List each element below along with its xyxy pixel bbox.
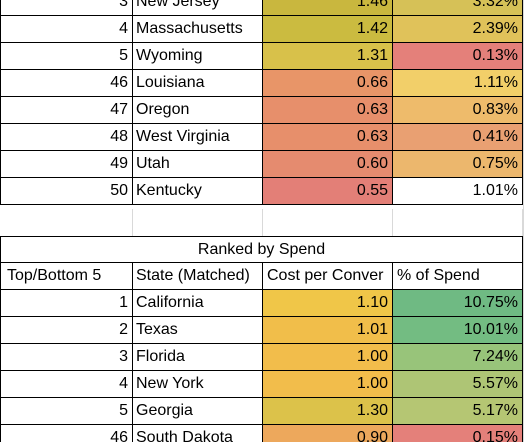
- pct-cell[interactable]: 5.17%: [393, 398, 523, 425]
- blank-cell[interactable]: [393, 209, 523, 236]
- header-state[interactable]: State (Matched): [133, 263, 263, 290]
- state-cell[interactable]: Utah: [133, 151, 263, 178]
- pct-cell[interactable]: 1.11%: [393, 70, 523, 97]
- state-cell[interactable]: Georgia: [133, 398, 263, 425]
- pct-cell[interactable]: 5.57%: [393, 371, 523, 398]
- cost-cell[interactable]: 0.55: [263, 178, 393, 205]
- table-row: 47 Oregon 0.63 0.83%: [0, 97, 530, 124]
- rank-cell[interactable]: 49: [0, 151, 133, 178]
- blank-cell[interactable]: [133, 209, 263, 236]
- state-cell[interactable]: Kentucky: [133, 178, 263, 205]
- rank-cell[interactable]: 4: [0, 16, 133, 43]
- rank-cell[interactable]: 50: [0, 178, 133, 205]
- state-cell[interactable]: California: [133, 290, 263, 317]
- state-cell[interactable]: New Jersey: [133, 0, 263, 16]
- table-row: 3 New Jersey 1.46 3.32%: [0, 0, 530, 16]
- pct-cell[interactable]: 0.75%: [393, 151, 523, 178]
- grid-line: [523, 0, 524, 442]
- table-row: 2 Texas 1.01 10.01%: [0, 317, 530, 344]
- rank-cell[interactable]: 5: [0, 398, 133, 425]
- pct-cell[interactable]: 10.01%: [393, 317, 523, 344]
- table-row: 3 Florida 1.00 7.24%: [0, 344, 530, 371]
- table-row: 4 Massachusetts 1.42 2.39%: [0, 16, 530, 43]
- table-row: 1 California 1.10 10.75%: [0, 290, 530, 317]
- pct-cell[interactable]: 0.41%: [393, 124, 523, 151]
- state-cell[interactable]: Oregon: [133, 97, 263, 124]
- state-cell[interactable]: South Dakota: [133, 425, 263, 442]
- header-cost-per-conversion[interactable]: Cost per Conver: [263, 263, 393, 290]
- header-pct-spend[interactable]: % of Spend: [393, 263, 523, 290]
- blank-row: [0, 209, 530, 236]
- table-row: 49 Utah 0.60 0.75%: [0, 151, 530, 178]
- table-row: 48 West Virginia 0.63 0.41%: [0, 124, 530, 151]
- rank-cell[interactable]: 46: [0, 70, 133, 97]
- rank-cell[interactable]: 5: [0, 43, 133, 70]
- cost-cell[interactable]: 1.31: [263, 43, 393, 70]
- rank-cell[interactable]: 1: [0, 290, 133, 317]
- cost-cell[interactable]: 0.63: [263, 97, 393, 124]
- state-cell[interactable]: New York: [133, 371, 263, 398]
- state-cell[interactable]: Massachusetts: [133, 16, 263, 43]
- cost-cell[interactable]: 1.00: [263, 344, 393, 371]
- cost-cell[interactable]: 1.10: [263, 290, 393, 317]
- table-row: 4 New York 1.00 5.57%: [0, 371, 530, 398]
- pct-cell[interactable]: 0.13%: [393, 43, 523, 70]
- state-cell[interactable]: West Virginia: [133, 124, 263, 151]
- table-row: 50 Kentucky 0.55 1.01%: [0, 178, 530, 205]
- table-title[interactable]: Ranked by Spend: [0, 236, 523, 263]
- rank-cell[interactable]: 3: [0, 344, 133, 371]
- cost-cell[interactable]: 1.00: [263, 371, 393, 398]
- table-row: 46 Louisiana 0.66 1.11%: [0, 70, 530, 97]
- pct-cell[interactable]: 10.75%: [393, 290, 523, 317]
- pct-cell[interactable]: 7.24%: [393, 344, 523, 371]
- table-header-row: Top/Bottom 5 State (Matched) Cost per Co…: [0, 263, 530, 290]
- table-row: 5 Wyoming 1.31 0.13%: [0, 43, 530, 70]
- cost-cell[interactable]: 0.63: [263, 124, 393, 151]
- blank-cell[interactable]: [263, 209, 393, 236]
- table-row: 5 Georgia 1.30 5.17%: [0, 398, 530, 425]
- rank-cell[interactable]: 2: [0, 317, 133, 344]
- state-cell[interactable]: Wyoming: [133, 43, 263, 70]
- cost-cell[interactable]: 1.42: [263, 16, 393, 43]
- rank-cell[interactable]: 4: [0, 371, 133, 398]
- rank-cell[interactable]: 47: [0, 97, 133, 124]
- state-cell[interactable]: Florida: [133, 344, 263, 371]
- cost-cell[interactable]: 0.66: [263, 70, 393, 97]
- pct-cell[interactable]: 0.83%: [393, 97, 523, 124]
- pct-cell[interactable]: 3.32%: [393, 0, 523, 16]
- cost-cell[interactable]: 1.30: [263, 398, 393, 425]
- cost-cell[interactable]: 1.46: [263, 0, 393, 16]
- header-top-bottom[interactable]: Top/Bottom 5: [0, 263, 133, 290]
- pct-cell[interactable]: 2.39%: [393, 16, 523, 43]
- cost-cell[interactable]: 0.60: [263, 151, 393, 178]
- rank-cell[interactable]: 3: [0, 0, 133, 16]
- cost-cell[interactable]: 1.01: [263, 317, 393, 344]
- pct-cell[interactable]: 0.15%: [393, 425, 523, 442]
- state-cell[interactable]: Louisiana: [133, 70, 263, 97]
- blank-cell[interactable]: [0, 209, 133, 236]
- state-cell[interactable]: Texas: [133, 317, 263, 344]
- pct-cell[interactable]: 1.01%: [393, 178, 523, 205]
- rank-cell[interactable]: 46: [0, 425, 133, 442]
- rank-cell[interactable]: 48: [0, 124, 133, 151]
- cost-cell[interactable]: 0.90: [263, 425, 393, 442]
- table-row: 46 South Dakota 0.90 0.15%: [0, 425, 530, 442]
